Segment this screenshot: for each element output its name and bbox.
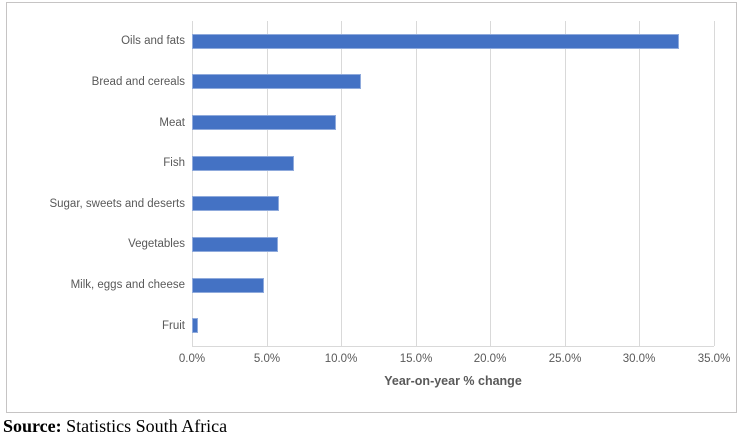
- x-tick-label: 20.0%: [473, 353, 507, 365]
- bar-1: [192, 74, 361, 89]
- x-tick-label: 0.0%: [178, 353, 206, 365]
- category-label: Meat: [159, 117, 185, 129]
- gridline: [192, 21, 193, 346]
- bar-0: [192, 34, 679, 49]
- category-label: Vegetables: [128, 238, 185, 250]
- gridline: [416, 21, 417, 346]
- category-label: Milk, eggs and cheese: [70, 279, 185, 291]
- bar-6: [192, 278, 264, 293]
- gridline: [267, 21, 268, 346]
- source-label: Source:: [3, 416, 62, 436]
- x-tick-label: 15.0%: [399, 353, 433, 365]
- category-label: Fish: [163, 157, 185, 169]
- chart-frame: Oils and fats Bread and cereals Meat Fish Su…: [6, 2, 737, 413]
- x-tick-label: 30.0%: [622, 353, 656, 365]
- bar-2: [192, 115, 336, 130]
- x-axis-title: Year-on-year % change: [384, 374, 522, 388]
- source-line: Source: Statistics South Africa: [3, 416, 227, 437]
- bar-3: [192, 156, 294, 171]
- gridline: [714, 21, 715, 346]
- gridline: [639, 21, 640, 346]
- x-tick-label: 5.0%: [253, 353, 281, 365]
- gridline: [565, 21, 566, 346]
- category-label: Bread and cereals: [91, 76, 185, 88]
- source-text: Statistics South Africa: [61, 416, 228, 436]
- x-tick-label: 35.0%: [697, 353, 731, 365]
- plot-area: [192, 21, 715, 347]
- bar-4: [192, 196, 279, 211]
- category-label: Fruit: [162, 320, 185, 332]
- category-label: Oils and fats: [121, 35, 185, 47]
- category-label: Sugar, sweets and deserts: [49, 198, 185, 210]
- x-tick-label: 10.0%: [324, 353, 358, 365]
- x-tick-label: 25.0%: [548, 353, 582, 365]
- gridline: [341, 21, 342, 346]
- bar-7: [192, 318, 198, 333]
- gridline: [490, 21, 491, 346]
- bar-5: [192, 237, 278, 252]
